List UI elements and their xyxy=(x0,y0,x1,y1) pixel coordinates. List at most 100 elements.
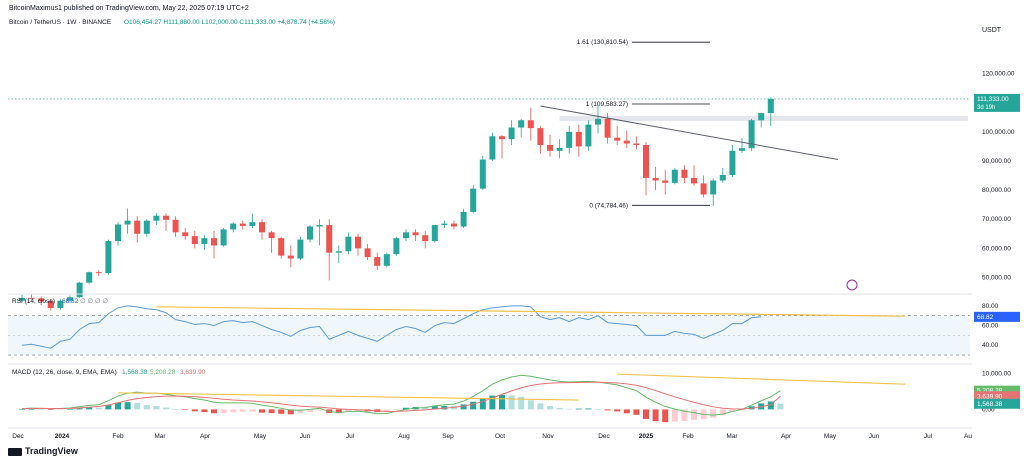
candle xyxy=(748,120,755,149)
candle xyxy=(191,236,198,244)
macd-histogram-bar xyxy=(191,409,198,412)
macd-histogram-bar xyxy=(38,409,45,410)
macd-histogram-bar xyxy=(671,409,678,422)
fib-level-label: 1.61 (130,810.54) xyxy=(577,39,628,46)
candle xyxy=(211,238,217,246)
trendline xyxy=(540,105,839,161)
candle xyxy=(47,301,54,309)
macd-histogram-bar xyxy=(767,401,774,410)
macd-histogram-bar xyxy=(297,409,304,414)
macd-histogram-bar xyxy=(566,408,573,410)
macd-histogram-bar xyxy=(441,405,448,410)
candle xyxy=(364,248,371,258)
candle xyxy=(134,220,141,234)
candle xyxy=(470,188,477,212)
time-axis-label: Oct xyxy=(495,433,505,440)
macd-histogram-bar xyxy=(681,409,688,421)
time-axis-label: Jun xyxy=(869,433,880,440)
candle xyxy=(335,251,342,253)
candle xyxy=(422,235,429,242)
candle xyxy=(67,297,73,301)
macd-histogram-bar xyxy=(153,405,160,410)
time-axis-label: Aug xyxy=(398,433,410,440)
macd-value-macd: 5,208.28 xyxy=(150,369,176,376)
macd-histogram-bar xyxy=(623,409,630,414)
published-caption: BitcoinMaximus1 published on TradingView… xyxy=(9,5,249,12)
signal-line xyxy=(21,381,781,412)
price-axis-label: 120,000.00 xyxy=(982,71,1015,78)
candle xyxy=(412,232,419,236)
macd-histogram-bar xyxy=(604,409,611,411)
candle xyxy=(441,223,448,226)
macd-histogram-bar xyxy=(115,402,121,410)
macd-histogram-bar xyxy=(643,409,649,419)
candle xyxy=(239,223,246,226)
candle xyxy=(287,255,294,259)
macd-histogram-bar xyxy=(278,409,285,414)
candle xyxy=(518,120,525,128)
tradingview-logo[interactable]: TradingView xyxy=(8,446,78,456)
candle xyxy=(393,238,400,255)
candle xyxy=(451,223,457,227)
macd-histogram-bar xyxy=(201,409,208,413)
macd-histogram-bar xyxy=(499,394,505,410)
candle xyxy=(431,225,438,242)
candle xyxy=(460,211,467,227)
candle xyxy=(172,219,179,233)
time-axis-label: Dec xyxy=(598,433,610,440)
candle xyxy=(355,236,361,249)
fib-level-label: 0 (74,784.46) xyxy=(589,202,628,209)
macd-histogram-bar xyxy=(652,409,659,422)
time-axis-label: Feb xyxy=(112,433,124,440)
macd-histogram-bar xyxy=(230,409,237,413)
candle xyxy=(662,180,669,183)
candle xyxy=(220,229,227,246)
macd-histogram-bar xyxy=(172,409,179,410)
macd-axis-label: 10,000.00 xyxy=(982,370,1011,377)
candle xyxy=(383,254,390,266)
time-axis-label: Dec xyxy=(12,433,24,440)
rsi-divergence-line xyxy=(156,306,906,317)
candle xyxy=(489,136,496,160)
time-axis-label: Mar xyxy=(726,433,738,440)
macd-badge xyxy=(974,398,1020,409)
candle xyxy=(556,147,563,151)
time-axis-label: Apr xyxy=(200,433,211,440)
candle xyxy=(614,137,621,141)
macd-badge-value: 3,639.90 xyxy=(977,393,1003,400)
price-axis-label: 60,000.00 xyxy=(982,245,1011,252)
macd-histogram-bar xyxy=(268,409,275,414)
macd-histogram-bar xyxy=(287,409,294,415)
candle xyxy=(316,225,323,227)
rsi-badge xyxy=(974,311,1020,322)
macd-histogram-bar xyxy=(259,409,265,413)
candle xyxy=(153,215,160,221)
macd-badge xyxy=(974,385,1020,396)
price-axis-label: 80,000.00 xyxy=(982,187,1011,194)
macd-histogram-bar xyxy=(470,401,477,410)
candle xyxy=(719,174,726,181)
candle xyxy=(585,124,592,147)
macd-histogram-bar xyxy=(393,409,400,410)
macd-histogram-bar xyxy=(134,402,141,410)
macd-histogram-bar xyxy=(76,408,83,410)
candle xyxy=(28,297,35,299)
candle xyxy=(508,127,515,140)
price-axis-label: 90,000.00 xyxy=(982,158,1011,165)
candle xyxy=(767,98,774,114)
candle xyxy=(57,300,64,309)
macd-histogram-bar xyxy=(662,409,669,423)
time-axis-label: Au xyxy=(964,433,972,440)
macd-histogram-bar xyxy=(479,398,486,410)
macd-histogram-bar xyxy=(383,409,390,412)
macd-histogram-bar xyxy=(527,400,534,410)
time-axis-label: Jul xyxy=(346,433,355,440)
macd-histogram-bar xyxy=(729,409,736,413)
candle xyxy=(230,223,237,230)
candle xyxy=(671,169,678,183)
candle xyxy=(115,224,121,242)
candle xyxy=(259,222,265,233)
macd-histogram-bar xyxy=(19,409,25,410)
symbol-title[interactable]: Bitcoin / TetherUS · 1W · BINANCE xyxy=(9,19,112,26)
